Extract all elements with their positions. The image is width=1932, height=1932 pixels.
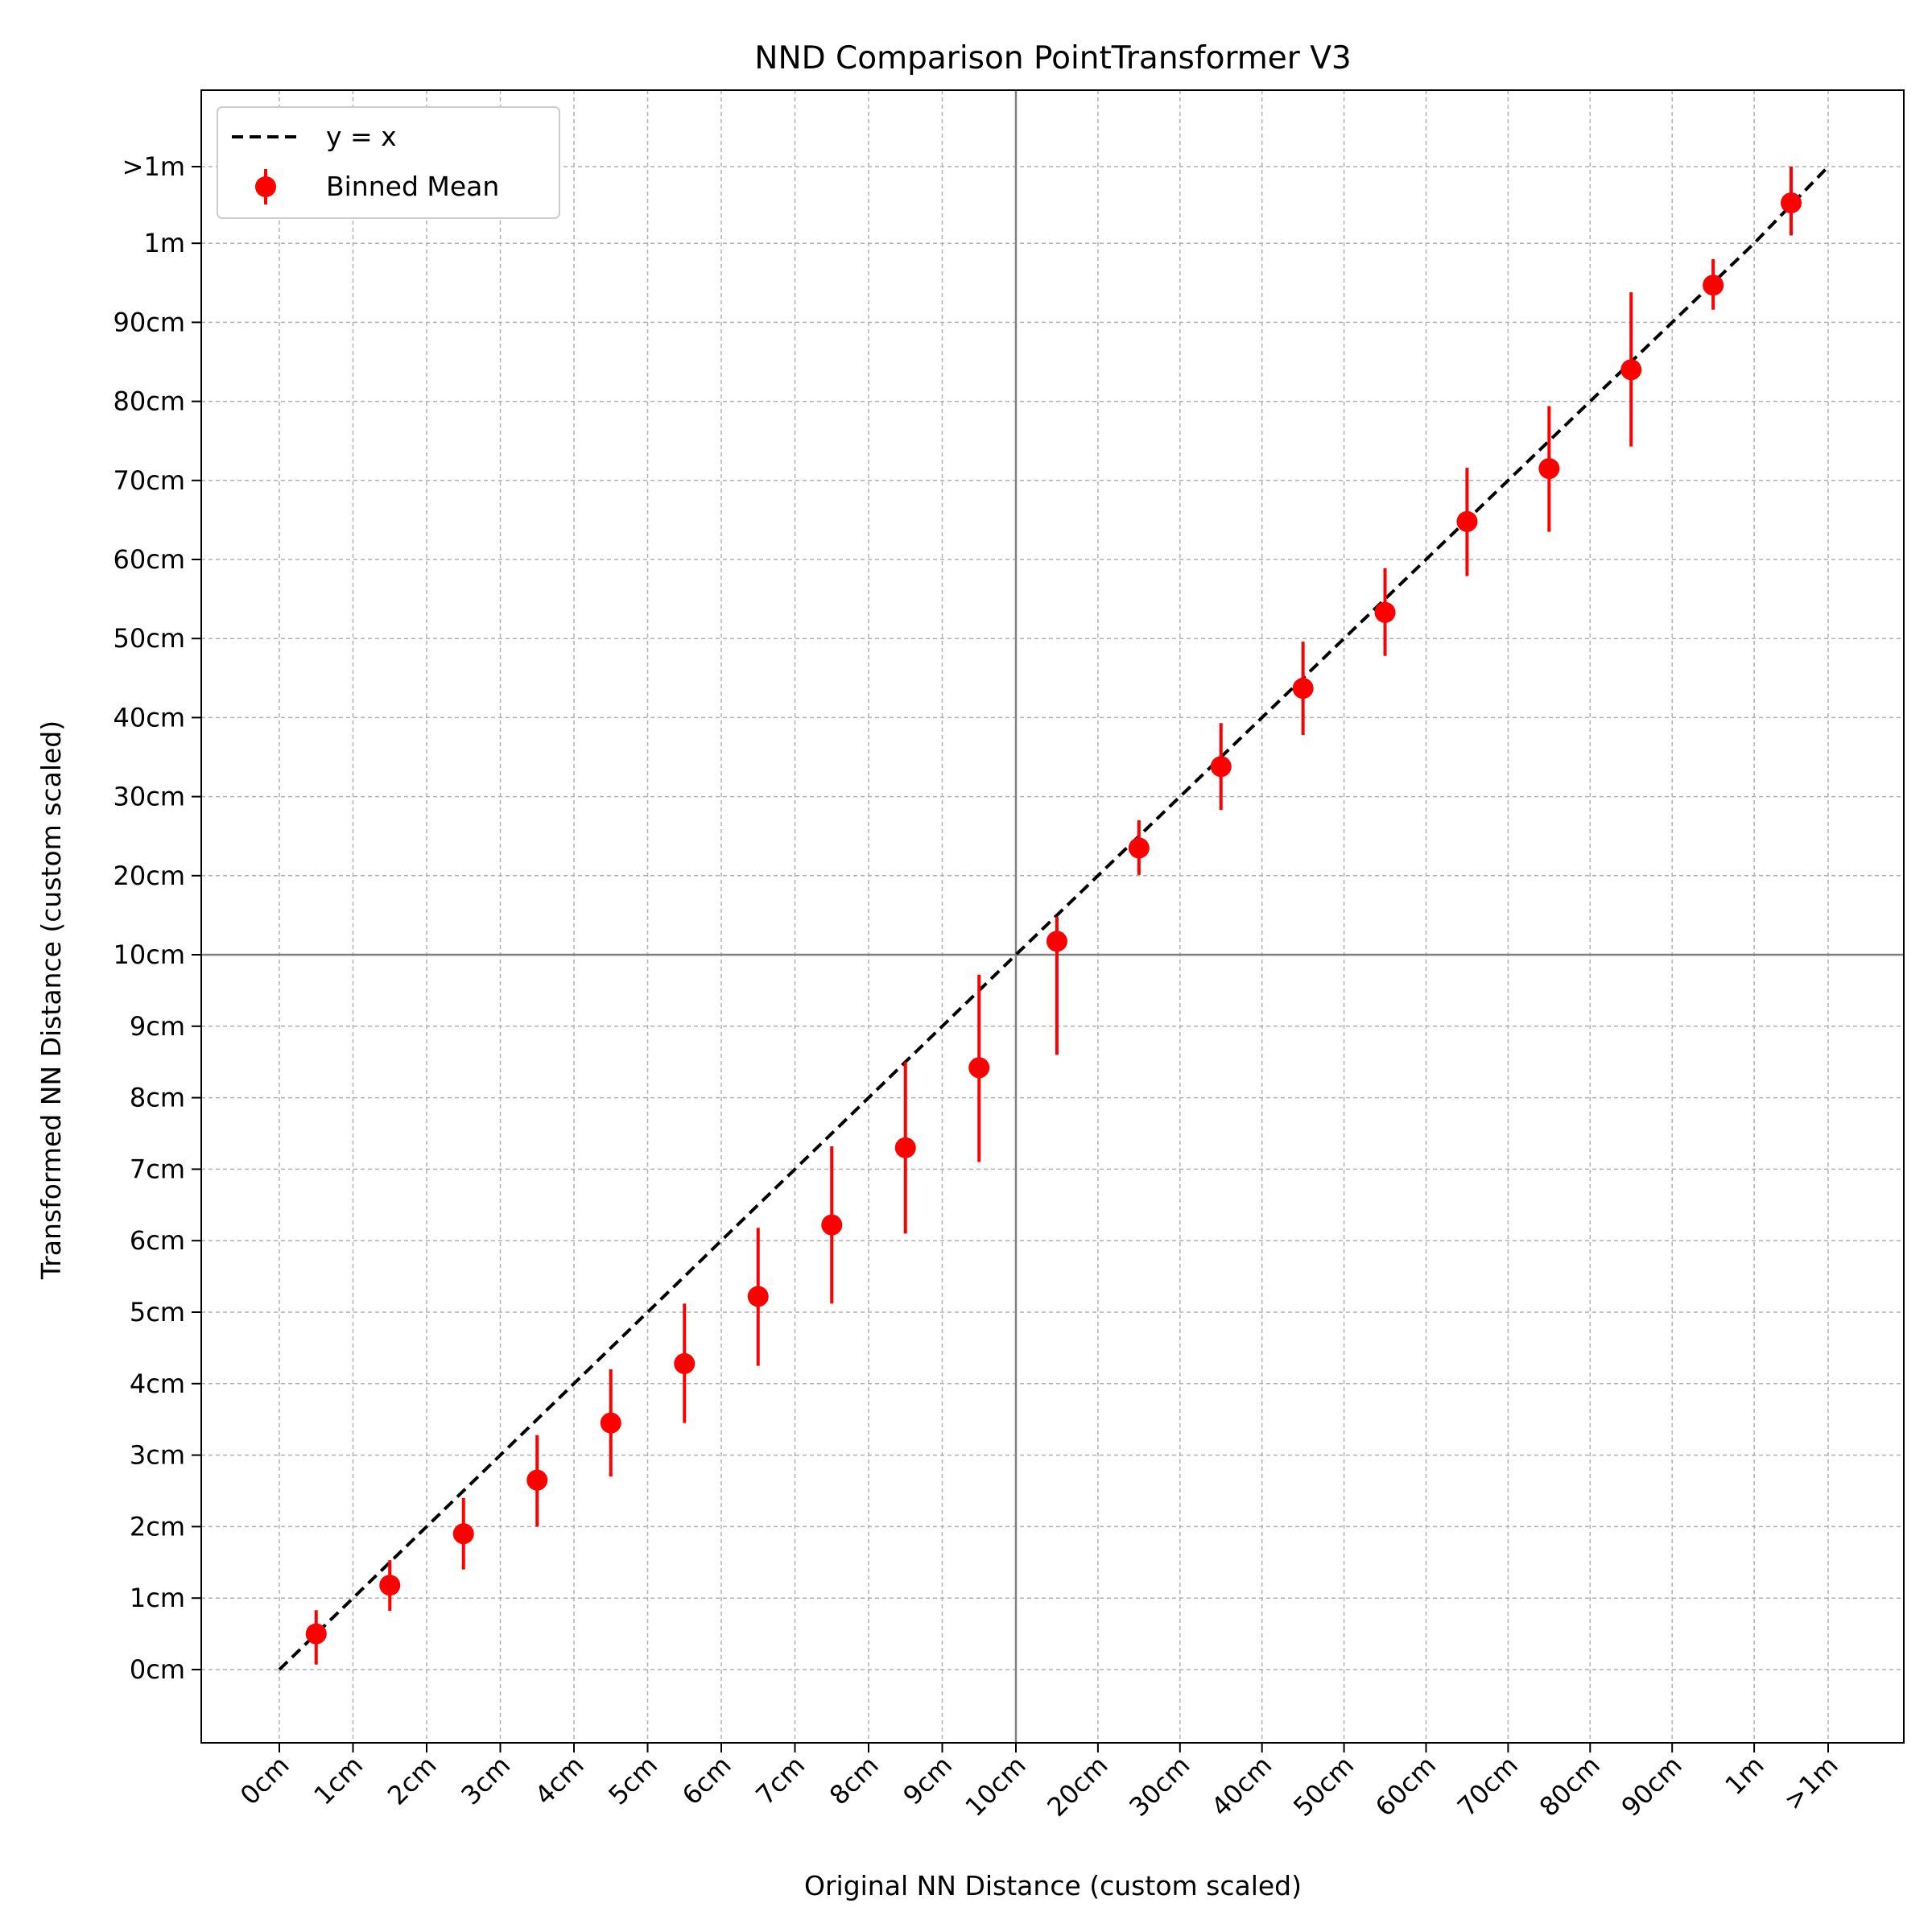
y-tick-label: 50cm [114, 623, 185, 654]
plot-frame [200, 89, 1905, 1744]
y-tick-label: 0cm [130, 1654, 185, 1685]
data-point [1703, 275, 1724, 296]
legend-label-line: y = x [326, 121, 397, 152]
plot-area: 0cm0cm1cm1cm2cm2cm3cm3cm4cm4cm5cm5cm6cm6… [114, 89, 1905, 1823]
y-tick-label: 3cm [130, 1440, 185, 1471]
legend-box [217, 106, 560, 219]
y-tick-label: 4cm [130, 1368, 185, 1399]
data-point [747, 1286, 769, 1307]
data-point [305, 1623, 327, 1645]
y-tick-label: 20cm [114, 861, 185, 891]
data-point [674, 1352, 696, 1374]
data-point [379, 1575, 401, 1596]
legend-label-points: Binned Mean [326, 171, 499, 202]
y-tick-label: 5cm [130, 1297, 185, 1327]
y-tick-label: 1m [143, 228, 185, 258]
x-axis-label: Original NN Distance (custom scaled) [804, 1870, 1302, 1901]
y-tick-label: 2cm [130, 1511, 185, 1542]
data-point [1781, 192, 1802, 213]
plot-background [201, 90, 1904, 1743]
data-point [1538, 458, 1560, 480]
chart-title: NND Comparison PointTransformer V3 [754, 40, 1351, 76]
data-point [1046, 931, 1067, 952]
data-point [1210, 756, 1232, 778]
y-tick-label: >1m [122, 151, 185, 182]
data-point [1374, 601, 1396, 623]
y-tick-label: 9cm [130, 1011, 185, 1042]
data-point [968, 1057, 990, 1079]
y-tick-label: 60cm [114, 544, 185, 575]
y-tick-label: 90cm [114, 307, 185, 337]
data-point [894, 1137, 916, 1158]
data-point [1128, 837, 1150, 859]
y-tick-label: 40cm [114, 702, 185, 733]
data-point [821, 1214, 843, 1236]
data-point [1456, 510, 1478, 532]
y-tick-label: 10cm [114, 939, 185, 970]
y-tick-label: 1cm [130, 1583, 185, 1613]
y-tick-label: 80cm [114, 386, 185, 417]
y-axis-label: Transformed NN Distance (custom scaled) [35, 720, 67, 1280]
data-point [600, 1412, 621, 1434]
data-point [452, 1523, 474, 1545]
data-point [1620, 359, 1642, 381]
y-tick-label: 6cm [130, 1225, 185, 1256]
data-point [526, 1469, 548, 1491]
legend-marker-point [255, 176, 276, 197]
legend: y = x Binned Mean [217, 106, 560, 219]
y-tick-label: 7cm [130, 1154, 185, 1184]
data-point [1292, 678, 1314, 700]
y-tick-label: 8cm [130, 1083, 185, 1113]
y-tick-label: 30cm [114, 782, 185, 812]
y-tick-label: 70cm [114, 465, 185, 496]
